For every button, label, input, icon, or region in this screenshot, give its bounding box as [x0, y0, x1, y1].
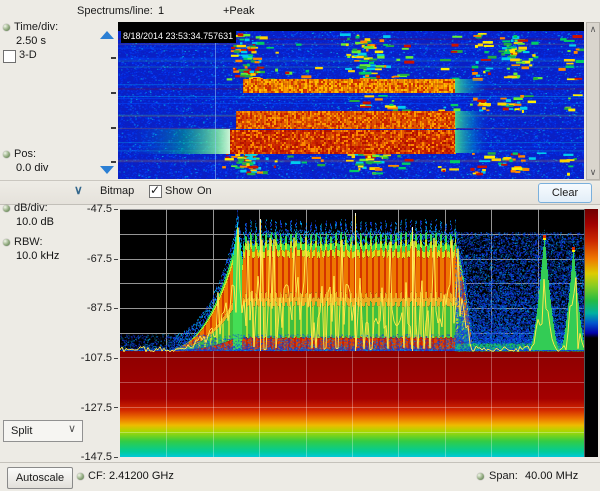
amplitude-colorbar	[584, 209, 598, 457]
spectrogram-timestamp: 8/18/2014 23:53:34.757631	[121, 30, 237, 43]
view-split-dropdown[interactable]: Split ∨	[3, 420, 83, 442]
show-checkbox[interactable]	[149, 183, 162, 198]
spectrums-per-line-label: Spectrums/line:	[77, 5, 153, 17]
bitmap-section-title: Bitmap	[100, 185, 135, 197]
threed-checkbox[interactable]	[3, 50, 16, 63]
spectrogram-tick	[111, 57, 116, 59]
scroll-down-icon[interactable]: ∨	[589, 167, 597, 177]
bitmap-on-status: On	[197, 185, 212, 197]
y-axis-tick	[114, 209, 118, 210]
time-div-value[interactable]: 2.50 s	[16, 35, 46, 47]
threed-label: 3-D	[19, 49, 37, 61]
cf-icon	[77, 473, 84, 480]
span-label: Span:	[489, 470, 518, 482]
rbw-label: RBW:	[14, 236, 43, 248]
spectrogram-display[interactable]	[118, 22, 584, 179]
pos-icon	[3, 151, 10, 158]
y-axis-tick	[114, 308, 118, 309]
time-div-label: Time/div:	[14, 21, 59, 33]
y-axis-tick-label: -127.5	[80, 402, 112, 414]
spectrogram-scrollbar[interactable]: ∧ ∨	[586, 22, 600, 180]
db-div-icon	[3, 205, 10, 212]
autoscale-button[interactable]: Autoscale	[7, 467, 73, 489]
bottom-status-bar	[0, 462, 600, 491]
y-axis-tick	[114, 358, 118, 359]
span-icon	[477, 473, 484, 480]
spectrums-per-line-value[interactable]: 1	[158, 5, 165, 17]
span-value[interactable]: 40.00 MHz	[525, 470, 579, 482]
pos-label: Pos:	[14, 148, 37, 160]
y-axis-tick-label: -147.5	[80, 451, 112, 463]
view-split-value: Split	[11, 425, 33, 437]
bitmap-section-bar	[0, 180, 600, 205]
y-axis-tick-label: -87.5	[86, 302, 112, 314]
spectrogram-tick	[111, 92, 116, 94]
scroll-up-icon[interactable]: ∧	[589, 24, 597, 34]
y-axis-tick	[114, 457, 118, 458]
clear-button[interactable]: Clear	[538, 183, 592, 203]
detector-selector[interactable]: +Peak	[223, 5, 255, 17]
y-axis-tick	[114, 407, 118, 408]
cf-value[interactable]: 2.41200 GHz	[109, 470, 174, 482]
y-axis-tick-label: -107.5	[80, 352, 112, 364]
spectrum-bitmap-display[interactable]	[120, 209, 584, 457]
dropdown-chevron-icon: ∨	[67, 423, 76, 435]
rbw-icon	[3, 239, 10, 246]
spectrogram-top-marker[interactable]	[100, 31, 114, 39]
spectrogram-tick	[111, 161, 116, 163]
pos-value[interactable]: 0.0 div	[16, 162, 49, 174]
y-axis-tick-label: -47.5	[86, 203, 112, 215]
show-label: Show	[165, 185, 193, 197]
y-axis-tick-label: -67.5	[86, 253, 112, 265]
rbw-value[interactable]: 10.0 kHz	[16, 250, 60, 262]
spectrogram-bottom-marker[interactable]	[100, 166, 114, 174]
db-div-label: dB/div:	[14, 202, 48, 214]
spectrogram-tick	[111, 127, 116, 129]
collapse-chevron-icon[interactable]: ∨	[74, 183, 83, 197]
y-axis-tick	[114, 259, 118, 260]
time-div-icon	[3, 24, 10, 31]
db-div-value[interactable]: 10.0 dB	[16, 216, 54, 228]
cf-label: CF:	[88, 470, 106, 482]
